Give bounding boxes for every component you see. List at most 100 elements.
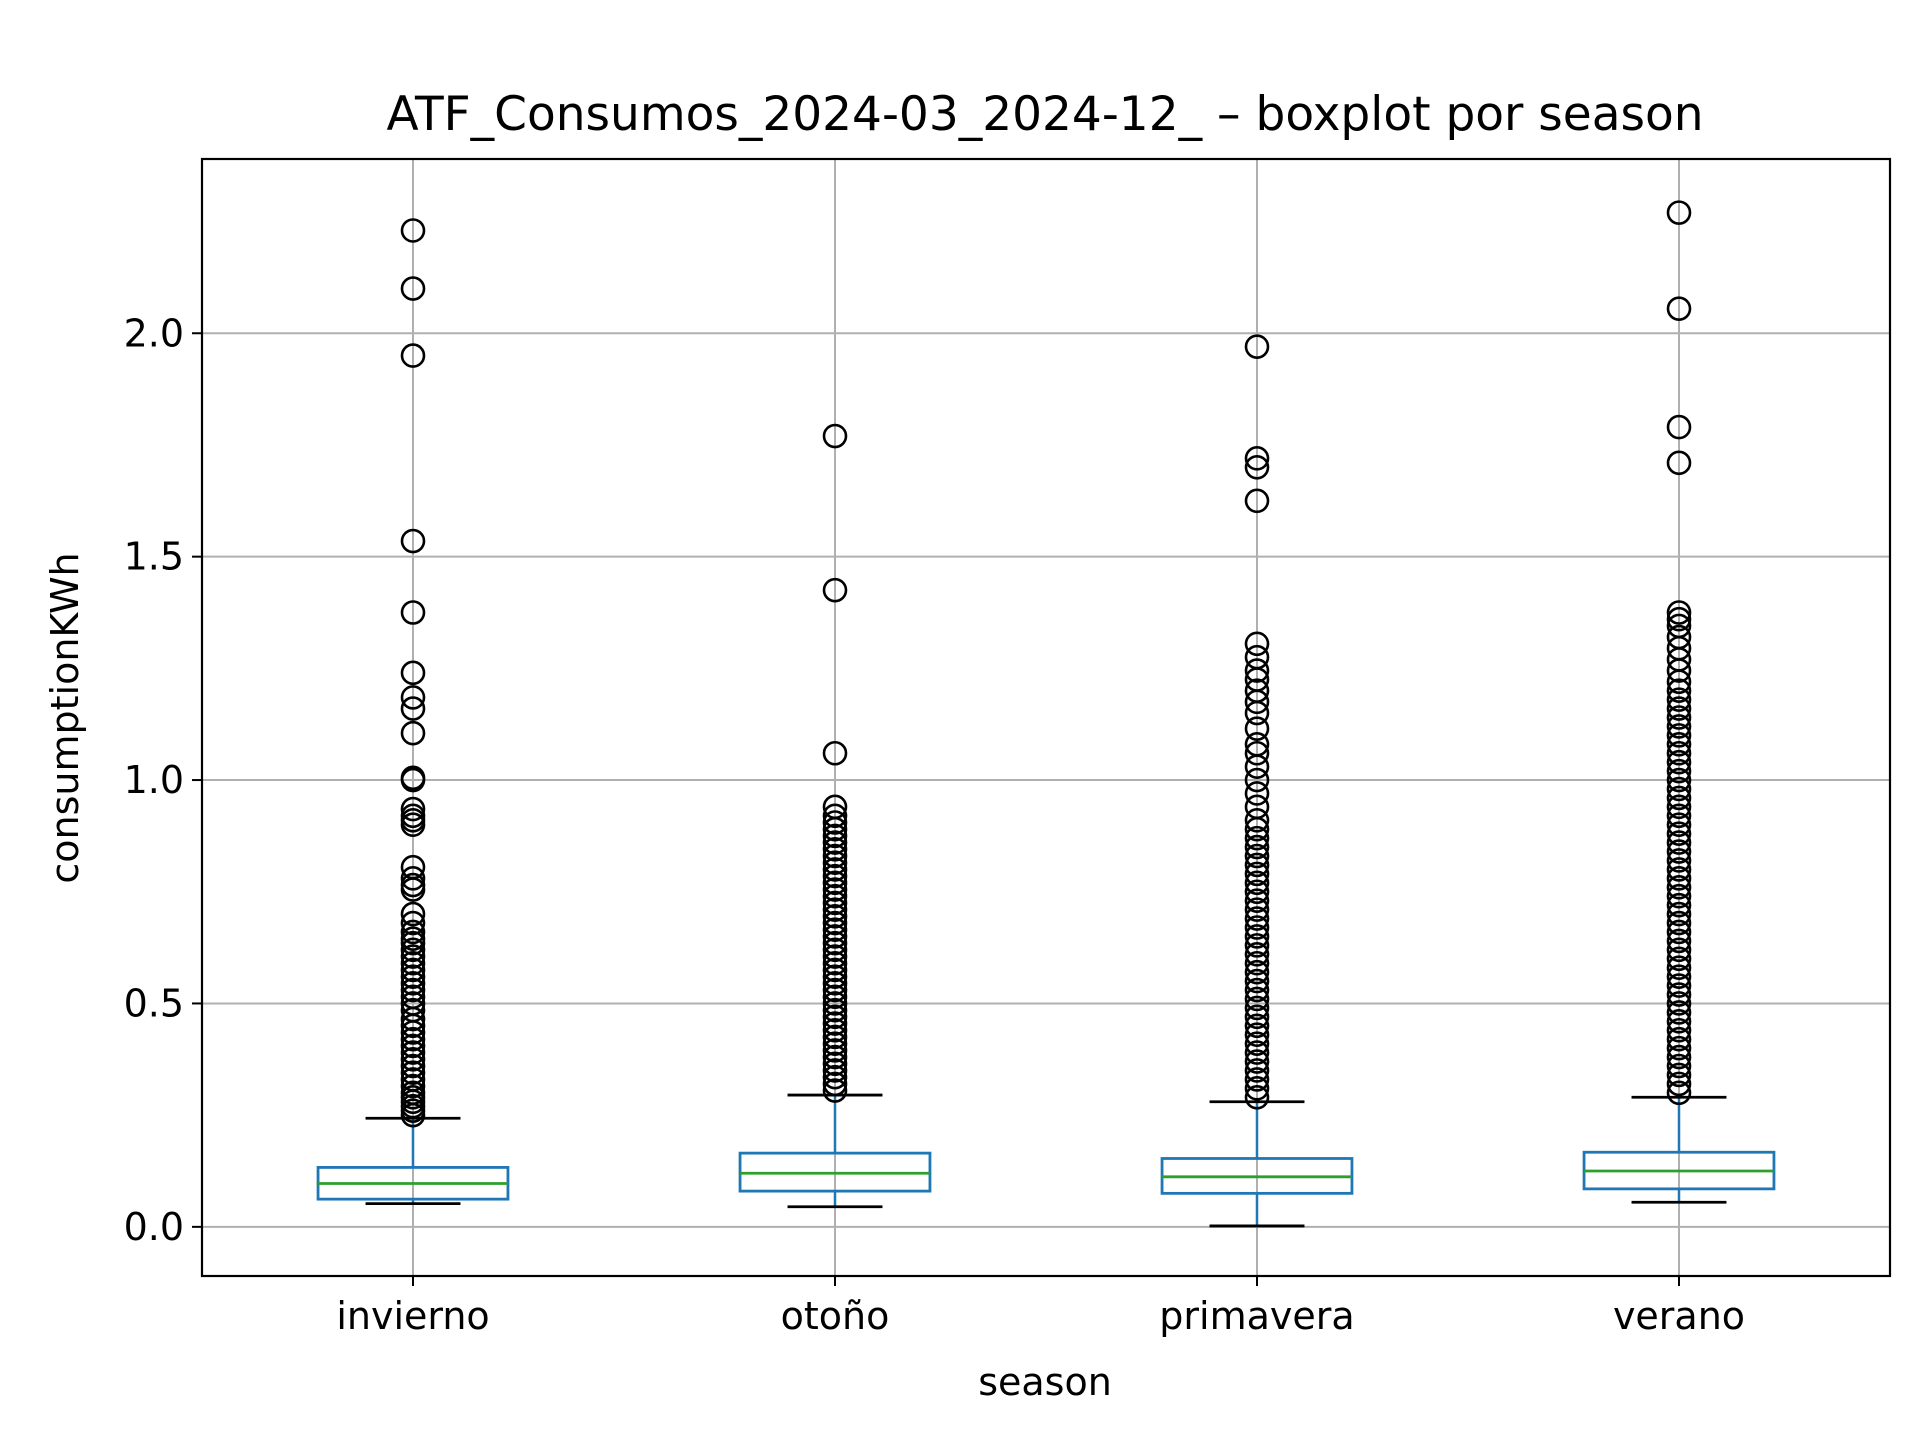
outlier-point — [1666, 901, 1692, 927]
outlier-point — [1244, 1058, 1270, 1083]
outlier-point — [1666, 973, 1692, 998]
outlier-point — [400, 218, 426, 243]
outlier-point — [822, 877, 848, 902]
outlier-point — [1666, 848, 1692, 873]
outlier-point — [1666, 866, 1692, 891]
outlier-point — [1244, 1004, 1270, 1030]
outlier-point — [1244, 986, 1270, 1012]
outlier-point — [1666, 1009, 1692, 1034]
outlier-point — [822, 991, 848, 1016]
outlier-point — [822, 1071, 848, 1097]
outlier-point — [400, 1013, 426, 1039]
outlier-point — [1666, 964, 1692, 989]
outlier-point — [400, 1033, 426, 1059]
outlier-point — [1666, 687, 1692, 712]
plot-area-frame — [200, 157, 1892, 1278]
outlier-point — [1666, 696, 1692, 721]
outlier-point — [1244, 631, 1270, 657]
outlier-point — [400, 343, 426, 368]
outlier-point — [1666, 812, 1692, 838]
outlier-point — [1244, 488, 1270, 514]
outlier-point — [1666, 1080, 1692, 1106]
outlier-point — [1666, 450, 1692, 476]
outlier-point — [1666, 296, 1692, 321]
outlier-point — [822, 984, 848, 1010]
outlier-point — [1666, 1053, 1692, 1079]
outlier-point — [1666, 1071, 1692, 1097]
outlier-point — [1244, 1084, 1270, 1110]
outlier-point — [822, 971, 848, 996]
outlier-point — [400, 971, 426, 996]
outlier-point — [400, 1026, 426, 1052]
outlier-point — [400, 276, 426, 301]
outlier-point — [400, 919, 426, 945]
y-tick-label: 2.0 — [124, 311, 184, 355]
box-verano — [1582, 200, 1776, 1204]
outlier-point — [822, 1044, 848, 1070]
outlier-point — [1666, 723, 1692, 748]
outlier-point — [1244, 897, 1270, 922]
outlier-point — [1666, 883, 1692, 909]
y-axis-label: consumptionKWh — [43, 552, 87, 883]
outlier-point — [822, 740, 848, 766]
outlier-point — [1666, 946, 1692, 972]
outlier-point — [1244, 767, 1270, 793]
outlier-point — [822, 857, 848, 882]
outlier-point — [822, 1024, 848, 1050]
outlier-point — [1244, 942, 1270, 967]
outlier-point — [822, 843, 848, 869]
outlier-point — [822, 577, 848, 603]
outlier-point — [400, 910, 426, 936]
outlier-point — [1666, 821, 1692, 846]
box-otoño — [738, 423, 932, 1209]
outlier-point — [400, 957, 426, 983]
outlier-point — [1244, 781, 1270, 806]
outlier-point — [1244, 740, 1270, 766]
outlier-point — [822, 810, 848, 835]
outlier-point — [1244, 933, 1270, 958]
outlier-point — [400, 660, 426, 686]
outlier-point — [1244, 995, 1270, 1021]
x-axis-label: season — [978, 1360, 1112, 1404]
box-series — [316, 200, 1776, 1228]
outlier-point — [1666, 600, 1692, 625]
y-tick-label: 1.0 — [124, 758, 184, 802]
outlier-point — [1666, 785, 1692, 811]
outlier-point — [1244, 977, 1270, 1003]
y-tick-label: 0.0 — [124, 1205, 184, 1249]
outlier-point — [1244, 825, 1270, 851]
outlier-point — [822, 917, 848, 943]
outlier-point — [400, 1073, 426, 1099]
outlier-point — [1666, 857, 1692, 882]
outlier-point — [822, 823, 848, 849]
outlier-point — [1244, 915, 1270, 940]
outlier-point — [400, 812, 426, 838]
outlier-point — [822, 423, 848, 449]
outlier-point — [1244, 1076, 1270, 1101]
outlier-point — [1244, 888, 1270, 913]
outlier-point — [400, 1060, 426, 1086]
outlier-point — [822, 897, 848, 922]
outlier-point — [822, 950, 848, 976]
outlier-point — [1666, 1017, 1692, 1043]
outlier-point — [1244, 1013, 1270, 1039]
outlier-point — [1244, 334, 1270, 359]
y-axis-ticks: 0.0 0.5 1.0 1.5 2.0 — [124, 311, 202, 1249]
outlier-point — [822, 1051, 848, 1077]
outlier-point — [1666, 1035, 1692, 1061]
outlier-point — [822, 816, 848, 842]
outlier-point — [400, 944, 426, 969]
outlier-point — [400, 1040, 426, 1065]
outlier-point — [1666, 658, 1692, 683]
outlier-point — [400, 866, 426, 891]
outlier-point — [400, 1006, 426, 1032]
outlier-point — [822, 1064, 848, 1090]
chart-title: ATF_Consumos_2024-03_2024-12_ – boxplot … — [386, 87, 1703, 142]
outlier-point — [1666, 919, 1692, 945]
outlier-point — [822, 997, 848, 1023]
outlier-point — [822, 910, 848, 936]
outlier-point — [1244, 906, 1270, 931]
outlier-point — [1666, 794, 1692, 820]
outlier-point — [400, 977, 426, 1003]
outlier-point — [1666, 1062, 1692, 1088]
